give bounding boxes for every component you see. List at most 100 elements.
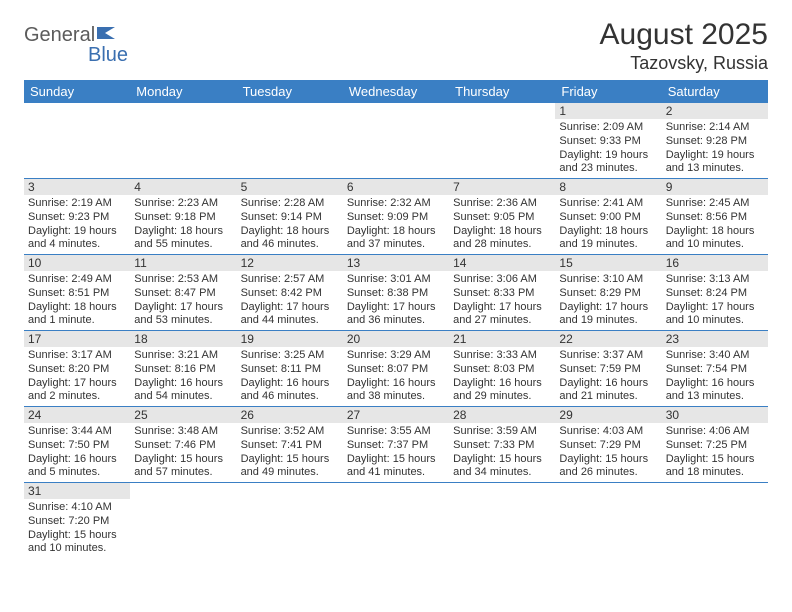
day-details: Sunrise: 2:53 AMSunset: 8:47 PMDaylight:…: [130, 272, 236, 330]
day-details: Sunrise: 4:10 AMSunset: 7:20 PMDaylight:…: [24, 500, 130, 558]
sunrise-text: Sunrise: 4:10 AM: [28, 501, 126, 515]
calendar-table: Sunday Monday Tuesday Wednesday Thursday…: [24, 80, 768, 558]
sunrise-text: Sunrise: 3:13 AM: [666, 273, 764, 287]
calendar-cell: 3Sunrise: 2:19 AMSunset: 9:23 PMDaylight…: [24, 179, 130, 255]
calendar-cell: 6Sunrise: 2:32 AMSunset: 9:09 PMDaylight…: [343, 179, 449, 255]
daylight-text: Daylight: 18 hours and 46 minutes.: [241, 225, 339, 253]
day-number: 19: [237, 331, 343, 347]
day-number: 8: [555, 179, 661, 195]
weekday-header: Wednesday: [343, 80, 449, 103]
day-details: Sunrise: 2:28 AMSunset: 9:14 PMDaylight:…: [237, 196, 343, 254]
sunrise-text: Sunrise: 3:01 AM: [347, 273, 445, 287]
calendar-cell: 12Sunrise: 2:57 AMSunset: 8:42 PMDayligh…: [237, 255, 343, 331]
day-details: Sunrise: 3:21 AMSunset: 8:16 PMDaylight:…: [130, 348, 236, 406]
calendar-cell: 5Sunrise: 2:28 AMSunset: 9:14 PMDaylight…: [237, 179, 343, 255]
sunset-text: Sunset: 8:20 PM: [28, 363, 126, 377]
day-number: 15: [555, 255, 661, 271]
sunset-text: Sunset: 7:20 PM: [28, 515, 126, 529]
day-details: Sunrise: 3:37 AMSunset: 7:59 PMDaylight:…: [555, 348, 661, 406]
day-details: Sunrise: 3:06 AMSunset: 8:33 PMDaylight:…: [449, 272, 555, 330]
day-details: Sunrise: 2:23 AMSunset: 9:18 PMDaylight:…: [130, 196, 236, 254]
day-number: 25: [130, 407, 236, 423]
sunrise-text: Sunrise: 2:23 AM: [134, 197, 232, 211]
calendar-cell: 25Sunrise: 3:48 AMSunset: 7:46 PMDayligh…: [130, 407, 236, 483]
day-number: 18: [130, 331, 236, 347]
calendar-cell: 10Sunrise: 2:49 AMSunset: 8:51 PMDayligh…: [24, 255, 130, 331]
day-details: Sunrise: 2:49 AMSunset: 8:51 PMDaylight:…: [24, 272, 130, 330]
sunset-text: Sunset: 8:16 PM: [134, 363, 232, 377]
daylight-text: Daylight: 17 hours and 44 minutes.: [241, 301, 339, 329]
day-details: Sunrise: 3:17 AMSunset: 8:20 PMDaylight:…: [24, 348, 130, 406]
calendar-cell: 16Sunrise: 3:13 AMSunset: 8:24 PMDayligh…: [662, 255, 768, 331]
calendar-cell: [130, 483, 236, 559]
sunset-text: Sunset: 8:07 PM: [347, 363, 445, 377]
sunset-text: Sunset: 7:59 PM: [559, 363, 657, 377]
day-number: 29: [555, 407, 661, 423]
day-number: 9: [662, 179, 768, 195]
day-number: 21: [449, 331, 555, 347]
day-details: Sunrise: 3:33 AMSunset: 8:03 PMDaylight:…: [449, 348, 555, 406]
day-number: 20: [343, 331, 449, 347]
sunset-text: Sunset: 8:51 PM: [28, 287, 126, 301]
sunset-text: Sunset: 7:29 PM: [559, 439, 657, 453]
day-details: Sunrise: 3:29 AMSunset: 8:07 PMDaylight:…: [343, 348, 449, 406]
daylight-text: Daylight: 16 hours and 21 minutes.: [559, 377, 657, 405]
day-number: 2: [662, 103, 768, 119]
location-label: Tazovsky, Russia: [600, 53, 768, 74]
calendar-cell: 18Sunrise: 3:21 AMSunset: 8:16 PMDayligh…: [130, 331, 236, 407]
day-details: Sunrise: 4:03 AMSunset: 7:29 PMDaylight:…: [555, 424, 661, 482]
sunrise-text: Sunrise: 2:41 AM: [559, 197, 657, 211]
sunrise-text: Sunrise: 3:29 AM: [347, 349, 445, 363]
calendar-cell: 27Sunrise: 3:55 AMSunset: 7:37 PMDayligh…: [343, 407, 449, 483]
calendar-cell: [662, 483, 768, 559]
daylight-text: Daylight: 15 hours and 26 minutes.: [559, 453, 657, 481]
daylight-text: Daylight: 17 hours and 53 minutes.: [134, 301, 232, 329]
calendar-cell: [449, 103, 555, 179]
calendar-cell: 26Sunrise: 3:52 AMSunset: 7:41 PMDayligh…: [237, 407, 343, 483]
sunset-text: Sunset: 9:23 PM: [28, 211, 126, 225]
page-header: General August 2025 Tazovsky, Russia: [24, 18, 768, 74]
sunrise-text: Sunrise: 3:33 AM: [453, 349, 551, 363]
sunset-text: Sunset: 9:00 PM: [559, 211, 657, 225]
daylight-text: Daylight: 19 hours and 4 minutes.: [28, 225, 126, 253]
weekday-header: Sunday: [24, 80, 130, 103]
sunrise-text: Sunrise: 2:57 AM: [241, 273, 339, 287]
sunrise-text: Sunrise: 2:36 AM: [453, 197, 551, 211]
day-details: Sunrise: 3:13 AMSunset: 8:24 PMDaylight:…: [662, 272, 768, 330]
sunrise-text: Sunrise: 2:53 AM: [134, 273, 232, 287]
day-details: Sunrise: 3:55 AMSunset: 7:37 PMDaylight:…: [343, 424, 449, 482]
day-number: 12: [237, 255, 343, 271]
day-details: Sunrise: 2:45 AMSunset: 8:56 PMDaylight:…: [662, 196, 768, 254]
sunrise-text: Sunrise: 2:09 AM: [559, 121, 657, 135]
sunrise-text: Sunrise: 3:37 AM: [559, 349, 657, 363]
calendar-cell: [24, 103, 130, 179]
daylight-text: Daylight: 16 hours and 38 minutes.: [347, 377, 445, 405]
day-number: 4: [130, 179, 236, 195]
sunset-text: Sunset: 8:38 PM: [347, 287, 445, 301]
calendar-cell: 8 Sunrise: 2:41 AMSunset: 9:00 PMDaylight…: [555, 179, 661, 255]
day-details: Sunrise: 2:14 AMSunset: 9:28 PMDaylight:…: [662, 120, 768, 178]
calendar-cell: [130, 103, 236, 179]
day-number: 31: [24, 483, 130, 499]
weekday-header: Saturday: [662, 80, 768, 103]
day-number: 28: [449, 407, 555, 423]
calendar-row: 10Sunrise: 2:49 AMSunset: 8:51 PMDayligh…: [24, 255, 768, 331]
title-block: August 2025 Tazovsky, Russia: [600, 18, 768, 74]
logo-blue-line: Blue: [88, 44, 128, 67]
calendar-cell: [237, 103, 343, 179]
day-details: Sunrise: 2:57 AMSunset: 8:42 PMDaylight:…: [237, 272, 343, 330]
sunset-text: Sunset: 7:50 PM: [28, 439, 126, 453]
sunrise-text: Sunrise: 2:14 AM: [666, 121, 764, 135]
sunrise-text: Sunrise: 2:19 AM: [28, 197, 126, 211]
day-number: 27: [343, 407, 449, 423]
month-title: August 2025: [600, 18, 768, 51]
day-number: 30: [662, 407, 768, 423]
sunset-text: Sunset: 8:56 PM: [666, 211, 764, 225]
sunrise-text: Sunrise: 3:06 AM: [453, 273, 551, 287]
day-details: Sunrise: 3:25 AMSunset: 8:11 PMDaylight:…: [237, 348, 343, 406]
day-number: 16: [662, 255, 768, 271]
calendar-cell: 24Sunrise: 3:44 AMSunset: 7:50 PMDayligh…: [24, 407, 130, 483]
sunrise-text: Sunrise: 2:28 AM: [241, 197, 339, 211]
weekday-header: Monday: [130, 80, 236, 103]
daylight-text: Daylight: 18 hours and 19 minutes.: [559, 225, 657, 253]
